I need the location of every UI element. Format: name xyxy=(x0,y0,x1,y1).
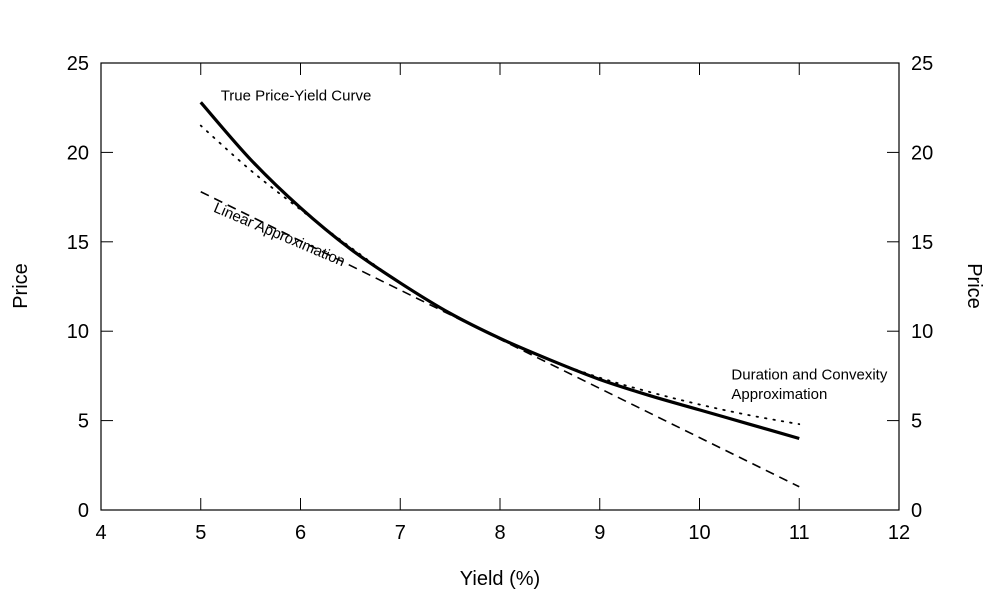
x-tick-label: 9 xyxy=(594,522,605,544)
y-tick-label-right: 5 xyxy=(911,411,922,433)
duration-convexity-approximation-line xyxy=(199,124,801,426)
y-tick-label-left: 0 xyxy=(78,500,89,522)
x-tick-label: 4 xyxy=(95,522,106,544)
data-series xyxy=(199,101,801,488)
linear-approximation-line xyxy=(200,191,800,488)
x-tick-label: 8 xyxy=(494,522,505,544)
x-tick-label: 7 xyxy=(395,522,406,544)
x-tick-label: 5 xyxy=(195,522,206,544)
chart-annotations: True Price-Yield Curve Linear Approximati… xyxy=(211,88,888,404)
y-tick-label-right: 20 xyxy=(911,142,933,164)
y-tick-label-right: 10 xyxy=(911,321,933,343)
y-tick-label-left: 15 xyxy=(67,232,89,254)
x-tick-label: 12 xyxy=(888,522,910,544)
annotation-label: True Price-Yield Curve xyxy=(221,88,372,105)
y-tick-label-left: 20 xyxy=(67,142,89,164)
annotation-label: Linear Approximation xyxy=(211,199,347,270)
y-tick-label-left: 25 xyxy=(67,53,89,75)
x-axis-label: Yield (%) xyxy=(460,568,540,590)
y-tick-label-right: 25 xyxy=(911,53,933,75)
y-axis-label-right: Price xyxy=(963,263,985,309)
y-tick-label-right: 0 xyxy=(911,500,922,522)
x-tick-label: 6 xyxy=(295,522,306,544)
y-tick-label-right: 15 xyxy=(911,232,933,254)
x-tick-label: 10 xyxy=(688,522,710,544)
x-tick-label: 11 xyxy=(789,522,810,544)
true-price-yield-curve-line xyxy=(199,101,800,441)
annotation-label: Approximation xyxy=(731,386,827,403)
y-axis-label-left: Price xyxy=(10,263,32,309)
annotation-label: Duration and Convexity xyxy=(731,366,887,383)
y-tick-label-left: 5 xyxy=(78,411,89,433)
plot-frame xyxy=(100,62,900,511)
y-tick-label-left: 10 xyxy=(67,321,89,343)
